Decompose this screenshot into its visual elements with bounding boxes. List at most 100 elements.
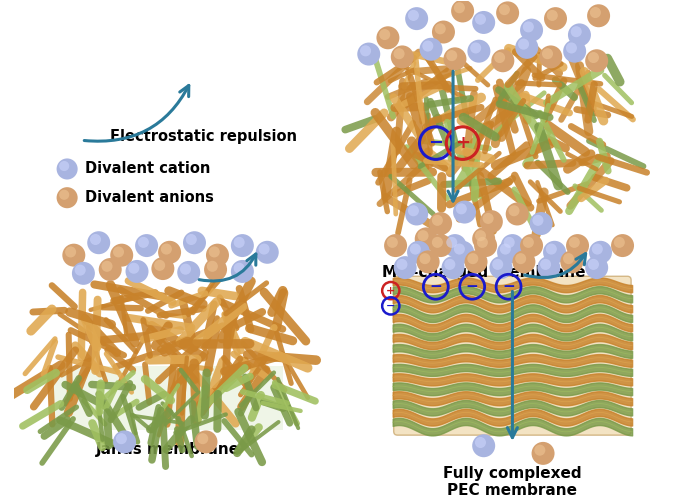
Circle shape <box>467 40 490 63</box>
Circle shape <box>379 29 390 40</box>
Circle shape <box>561 250 583 273</box>
Circle shape <box>87 231 110 254</box>
Circle shape <box>422 41 433 52</box>
Circle shape <box>125 260 149 283</box>
Circle shape <box>394 256 417 279</box>
Circle shape <box>441 256 464 279</box>
Circle shape <box>391 45 414 68</box>
Circle shape <box>434 23 446 34</box>
Circle shape <box>470 42 481 53</box>
Circle shape <box>417 250 440 273</box>
Circle shape <box>443 47 466 70</box>
Circle shape <box>432 215 443 226</box>
Circle shape <box>387 237 398 248</box>
Circle shape <box>492 259 503 270</box>
Circle shape <box>231 234 254 257</box>
Circle shape <box>515 253 527 264</box>
Text: −: − <box>466 279 479 294</box>
Circle shape <box>99 258 121 281</box>
Circle shape <box>464 250 488 273</box>
Circle shape <box>453 201 476 223</box>
Circle shape <box>102 261 113 272</box>
Circle shape <box>483 213 494 224</box>
Circle shape <box>585 49 608 72</box>
Circle shape <box>209 246 220 258</box>
Circle shape <box>90 234 101 245</box>
Circle shape <box>566 42 577 53</box>
Circle shape <box>472 434 495 457</box>
Circle shape <box>501 234 524 257</box>
Circle shape <box>506 203 529 225</box>
Circle shape <box>161 243 172 255</box>
Circle shape <box>566 234 589 257</box>
Circle shape <box>563 40 586 63</box>
Circle shape <box>589 241 612 264</box>
Circle shape <box>405 203 428 225</box>
Circle shape <box>206 243 229 267</box>
Circle shape <box>563 253 574 264</box>
Circle shape <box>432 237 443 248</box>
Circle shape <box>540 259 551 270</box>
Circle shape <box>419 38 443 61</box>
Circle shape <box>376 26 400 49</box>
Circle shape <box>72 262 95 285</box>
Circle shape <box>62 243 85 267</box>
Circle shape <box>504 237 515 248</box>
Circle shape <box>57 187 78 208</box>
Circle shape <box>474 234 497 257</box>
Circle shape <box>497 241 520 264</box>
Circle shape <box>491 49 514 72</box>
Circle shape <box>523 22 534 32</box>
Circle shape <box>472 227 495 250</box>
Circle shape <box>204 258 227 281</box>
Circle shape <box>256 241 279 264</box>
Circle shape <box>533 215 544 226</box>
Circle shape <box>520 234 543 257</box>
Circle shape <box>207 261 218 272</box>
Circle shape <box>454 243 465 255</box>
Circle shape <box>419 253 430 264</box>
Circle shape <box>231 260 254 283</box>
Circle shape <box>357 43 381 65</box>
Circle shape <box>394 48 404 59</box>
Circle shape <box>520 19 543 42</box>
Circle shape <box>592 243 603 255</box>
Circle shape <box>544 7 567 30</box>
Circle shape <box>74 265 86 276</box>
Circle shape <box>177 261 201 284</box>
Circle shape <box>516 36 538 59</box>
Text: Mix-charged membrane: Mix-charged membrane <box>382 265 585 280</box>
Circle shape <box>158 241 181 264</box>
Circle shape <box>537 256 561 279</box>
Circle shape <box>116 433 127 444</box>
Circle shape <box>475 14 486 25</box>
Text: −: − <box>386 301 396 311</box>
Circle shape <box>534 445 546 456</box>
Circle shape <box>480 210 503 233</box>
Circle shape <box>475 437 486 448</box>
Circle shape <box>128 263 139 274</box>
Text: Janus membrane: Janus membrane <box>95 442 240 457</box>
Circle shape <box>135 234 158 257</box>
Circle shape <box>429 212 452 235</box>
Text: +: + <box>455 134 470 152</box>
Circle shape <box>432 21 455 44</box>
Text: Divalent cation: Divalent cation <box>85 161 211 177</box>
Circle shape <box>429 234 452 257</box>
Circle shape <box>360 45 371 56</box>
Circle shape <box>494 52 505 63</box>
Circle shape <box>571 26 582 37</box>
Circle shape <box>509 205 520 216</box>
Circle shape <box>490 256 512 279</box>
Circle shape <box>512 250 535 273</box>
Circle shape <box>499 4 510 15</box>
Circle shape <box>186 234 197 245</box>
Circle shape <box>417 230 428 241</box>
Circle shape <box>59 190 70 200</box>
Circle shape <box>530 212 552 235</box>
Circle shape <box>407 241 430 264</box>
Circle shape <box>496 2 519 24</box>
Circle shape <box>57 158 78 180</box>
Circle shape <box>408 10 419 21</box>
Circle shape <box>467 253 478 264</box>
